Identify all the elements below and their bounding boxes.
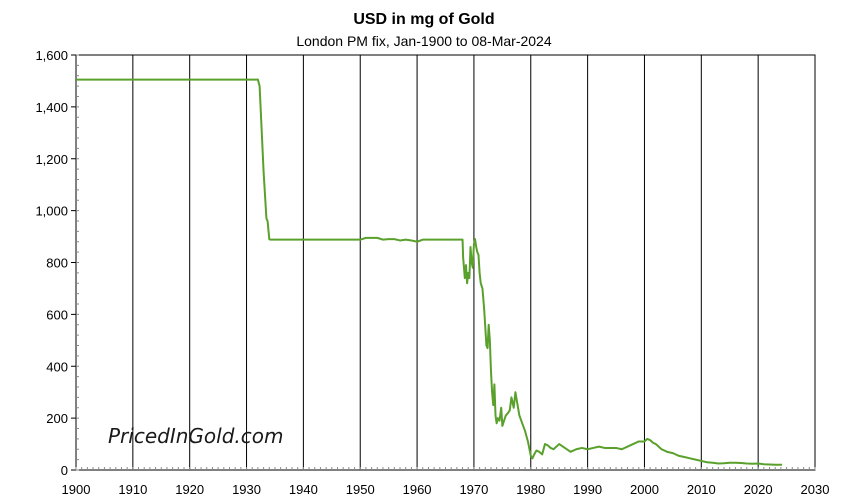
y-tick-label: 1,000 xyxy=(35,204,68,219)
x-tick-label: 1930 xyxy=(232,482,261,497)
x-tick-label: 1920 xyxy=(175,482,204,497)
x-tick-label: 1910 xyxy=(118,482,147,497)
x-tick-label: 1960 xyxy=(403,482,432,497)
x-tick-label: 1990 xyxy=(573,482,602,497)
y-tick-label: 600 xyxy=(46,307,68,322)
x-tick-label: 1900 xyxy=(62,482,91,497)
y-tick-label: 0 xyxy=(61,463,68,478)
y-tick-label: 1,600 xyxy=(35,48,68,63)
minor-ticks xyxy=(71,54,816,471)
x-tick-label: 1940 xyxy=(289,482,318,497)
plot-frame xyxy=(75,54,816,471)
y-tick-label: 200 xyxy=(46,411,68,426)
x-tick-label: 1980 xyxy=(516,482,545,497)
series-line-usd-in-gold xyxy=(76,78,783,466)
watermark: PricedInGold.com xyxy=(108,424,283,448)
y-tick-labels: 0 200 400 600 800 1,000 1,200 1,400 1,600 xyxy=(35,48,68,478)
y-tick-label: 800 xyxy=(46,256,68,271)
chart-subtitle: London PM fix, Jan-1900 to 08-Mar-2024 xyxy=(296,33,551,49)
grid xyxy=(75,55,816,470)
x-tick-label: 2000 xyxy=(630,482,659,497)
y-tick-label: 1,200 xyxy=(35,152,68,167)
x-tick-label: 2010 xyxy=(687,482,716,497)
x-tick-label: 2020 xyxy=(744,482,773,497)
x-tick-label: 2030 xyxy=(801,482,830,497)
y-tick-label: 1,400 xyxy=(35,100,68,115)
chart-title: USD in mg of Gold xyxy=(353,11,494,28)
y-tick-label: 400 xyxy=(46,359,68,374)
x-tick-label: 1950 xyxy=(346,482,375,497)
x-tick-labels: 1900 1910 1920 1930 1940 1950 1960 1970 1980 1990… xyxy=(62,482,830,497)
x-tick-label: 1970 xyxy=(459,482,488,497)
